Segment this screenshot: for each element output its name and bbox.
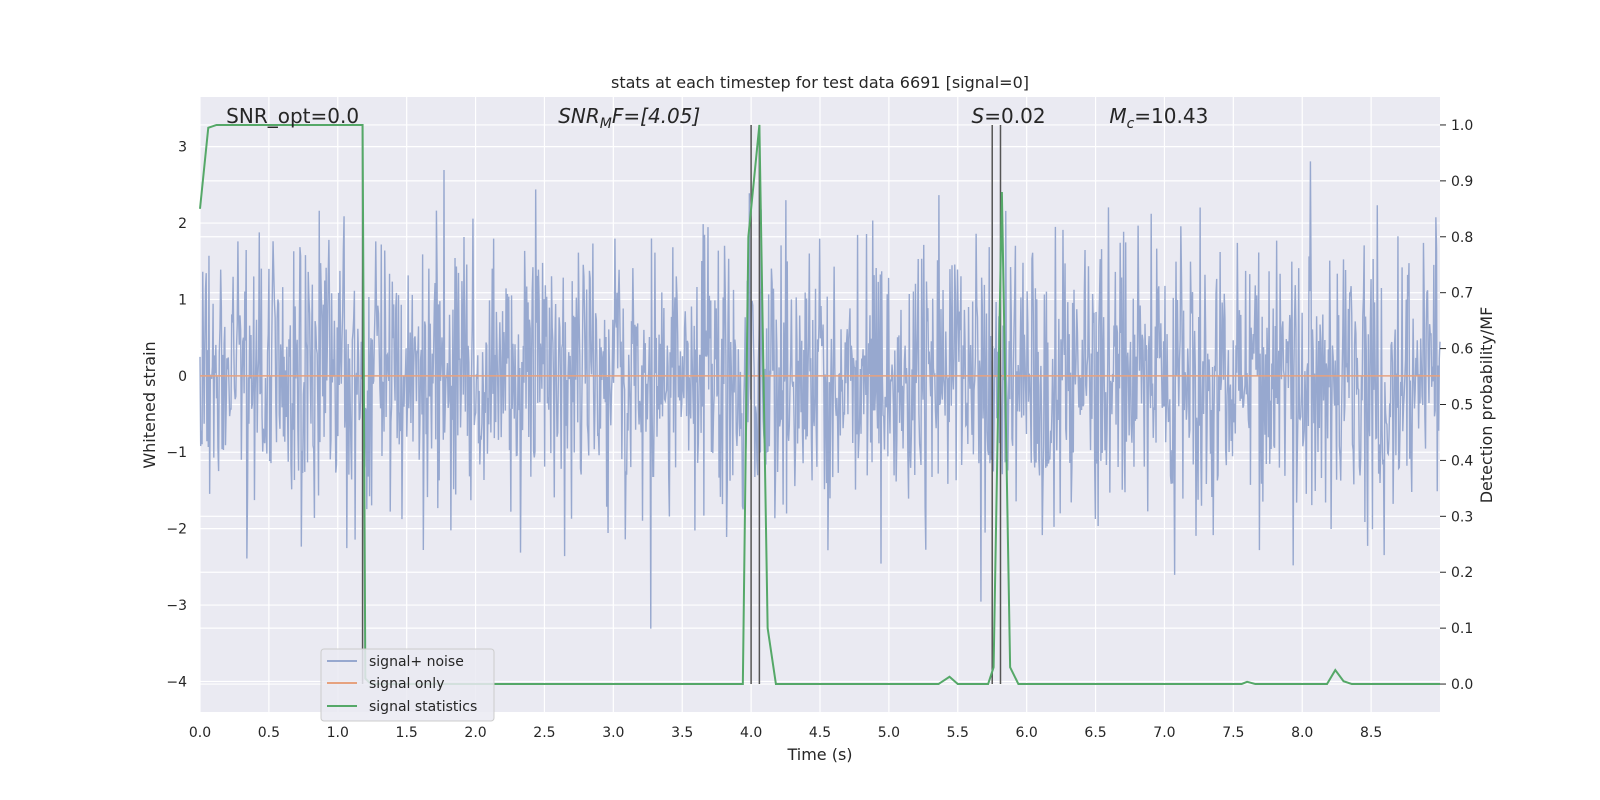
series-signal-noise xyxy=(199,161,1441,629)
y2-tick-label-7: 0.7 xyxy=(1451,286,1473,302)
y2-tick-label-6: 0.6 xyxy=(1451,342,1473,358)
x-tick-label-16: 8.0 xyxy=(1291,725,1313,741)
x-tick-label-14: 7.0 xyxy=(1153,725,1175,741)
y2-tick-label-2: 0.2 xyxy=(1451,565,1473,581)
x-tick-label-2: 1.0 xyxy=(327,725,349,741)
x-tick-label-3: 1.5 xyxy=(396,725,418,741)
signal-noise-line xyxy=(199,161,1441,629)
x-tick-label-17: 8.5 xyxy=(1360,725,1382,741)
x-tick-label-6: 3.0 xyxy=(602,725,624,741)
x-tick-label-9: 4.5 xyxy=(809,725,831,741)
x-axis-label: Time (s) xyxy=(786,745,852,764)
y2-tick-label-3: 0.3 xyxy=(1451,509,1473,525)
annotations: SNR_opt=0.0 SNRMF=[4.05] S=0.02 Mc=10.43 xyxy=(226,104,1208,132)
y2-tick-label-0: 0.0 xyxy=(1451,677,1473,693)
x-tick-label-10: 5.0 xyxy=(878,725,900,741)
legend-label-signal-noise: signal+ noise xyxy=(369,654,464,670)
y-tick-label-5: 1 xyxy=(178,292,187,308)
annotation-0: SNR_opt=0.0 xyxy=(226,104,359,128)
x-tick-label-7: 3.5 xyxy=(671,725,693,741)
y-tick-labels: −4 −3 −2 −1 0 1 2 3 xyxy=(166,140,187,691)
x-tick-label-13: 6.5 xyxy=(1084,725,1106,741)
x-tick-label-11: 5.5 xyxy=(947,725,969,741)
y2-tick-labels: 0.0 0.1 0.2 0.3 0.4 0.5 0.6 0.7 0.8 0.9 1.0 xyxy=(1440,118,1473,693)
y2-tick-label-10: 1.0 xyxy=(1451,118,1473,134)
x-tick-label-4: 2.0 xyxy=(464,725,486,741)
annotation-3: Mc=10.43 xyxy=(1109,104,1208,132)
x-tick-label-5: 2.5 xyxy=(533,725,555,741)
y-tick-label-4: 0 xyxy=(178,369,187,385)
y2-tick-label-5: 0.5 xyxy=(1451,398,1473,414)
legend-label-signal-statistics: signal statistics xyxy=(369,699,477,715)
y-tick-label-0: −4 xyxy=(166,674,187,690)
legend: signal+ noise signal only signal statist… xyxy=(320,648,495,722)
y2-tick-label-8: 0.8 xyxy=(1451,230,1473,246)
legend-box xyxy=(320,648,495,722)
x-tick-label-12: 6.0 xyxy=(1016,725,1038,741)
annotation-2: S=0.02 xyxy=(972,104,1046,128)
x-tick-labels: 0.0 0.5 1.0 1.5 2.0 2.5 3.0 3.5 4.0 4.5 5.0 5.5 6.0 6… xyxy=(189,725,1382,741)
x-tick-label-0: 0.0 xyxy=(189,725,211,741)
annotation-1: SNRMF=[4.05] xyxy=(558,104,700,132)
y-tick-label-2: −2 xyxy=(166,522,187,538)
x-tick-label-1: 0.5 xyxy=(258,725,280,741)
y-tick-label-1: −3 xyxy=(166,598,187,614)
y2-tick-label-1: 0.1 xyxy=(1451,621,1473,637)
x-tick-label-8: 4.0 xyxy=(740,725,762,741)
legend-label-signal-only: signal only xyxy=(369,676,444,692)
y-tick-label-7: 3 xyxy=(178,140,187,156)
x-tick-label-15: 7.5 xyxy=(1222,725,1244,741)
y-tick-label-6: 2 xyxy=(178,216,187,232)
y2-axis-label: Detection probability/MF xyxy=(1477,307,1496,504)
y2-tick-label-9: 0.9 xyxy=(1451,174,1473,190)
y2-tick-label-4: 0.4 xyxy=(1451,453,1473,469)
chart-title: stats at each timestep for test data 669… xyxy=(611,73,1029,92)
y-tick-label-3: −1 xyxy=(166,445,187,461)
y-axis-label: Whitened strain xyxy=(140,341,159,468)
